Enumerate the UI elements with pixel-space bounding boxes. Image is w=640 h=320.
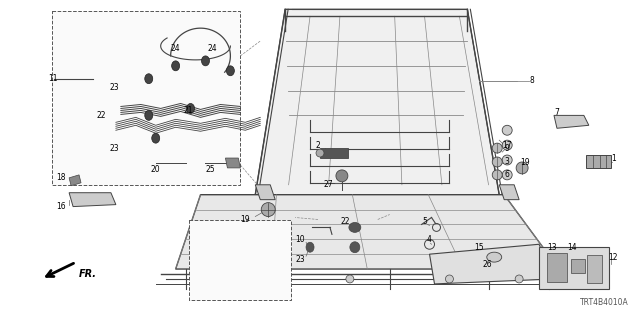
- Polygon shape: [175, 195, 559, 269]
- Text: 9: 9: [505, 144, 509, 153]
- Text: 5: 5: [422, 217, 427, 226]
- Text: 25: 25: [205, 165, 215, 174]
- Text: 10: 10: [295, 235, 305, 244]
- Text: 12: 12: [608, 253, 618, 262]
- Bar: [539, 247, 609, 289]
- Circle shape: [445, 275, 453, 283]
- Circle shape: [502, 155, 512, 165]
- Circle shape: [196, 275, 205, 283]
- Ellipse shape: [152, 133, 160, 143]
- Circle shape: [492, 143, 502, 153]
- Text: 6: 6: [505, 170, 509, 180]
- Text: 17: 17: [502, 140, 512, 150]
- Text: 19: 19: [241, 215, 250, 224]
- Text: 14: 14: [567, 243, 577, 252]
- Bar: [320, 148, 348, 158]
- Text: TRT4B4010A: TRT4B4010A: [580, 298, 628, 307]
- Text: 20: 20: [151, 165, 161, 174]
- Text: 23: 23: [295, 255, 305, 264]
- Bar: [571, 259, 585, 273]
- Circle shape: [261, 203, 275, 217]
- Text: 23: 23: [109, 83, 118, 92]
- Text: FR.: FR.: [79, 269, 97, 279]
- Circle shape: [515, 275, 523, 283]
- Text: 21: 21: [184, 106, 193, 115]
- Ellipse shape: [350, 242, 360, 253]
- Polygon shape: [429, 244, 554, 284]
- Bar: [587, 255, 602, 283]
- Ellipse shape: [172, 61, 180, 71]
- Circle shape: [492, 157, 502, 167]
- Polygon shape: [69, 193, 116, 207]
- Text: 8: 8: [530, 76, 534, 85]
- Circle shape: [246, 275, 254, 283]
- Ellipse shape: [145, 110, 153, 120]
- Text: 11: 11: [49, 74, 58, 83]
- Text: 16: 16: [56, 202, 66, 211]
- Text: 19: 19: [520, 158, 530, 167]
- Polygon shape: [255, 185, 275, 200]
- Bar: [189, 220, 291, 300]
- Text: 13: 13: [547, 243, 557, 252]
- Bar: [547, 253, 567, 282]
- Text: 7: 7: [554, 108, 559, 117]
- Text: 22: 22: [96, 111, 106, 120]
- Ellipse shape: [202, 56, 209, 66]
- Ellipse shape: [187, 103, 195, 113]
- Text: 3: 3: [505, 157, 509, 166]
- Text: 26: 26: [483, 260, 492, 268]
- Polygon shape: [255, 9, 499, 195]
- Text: 27: 27: [323, 180, 333, 189]
- Polygon shape: [499, 185, 519, 200]
- Text: 24: 24: [171, 44, 180, 53]
- Ellipse shape: [145, 74, 153, 84]
- Text: 22: 22: [340, 217, 349, 226]
- Text: 4: 4: [427, 235, 432, 244]
- Text: 15: 15: [474, 243, 484, 252]
- Text: 1: 1: [611, 154, 616, 163]
- Circle shape: [502, 140, 512, 150]
- Ellipse shape: [487, 252, 502, 262]
- Circle shape: [516, 162, 528, 174]
- Circle shape: [492, 170, 502, 180]
- Text: 2: 2: [316, 140, 321, 150]
- Circle shape: [502, 125, 512, 135]
- Polygon shape: [554, 116, 589, 128]
- Circle shape: [316, 149, 324, 157]
- Text: 24: 24: [207, 44, 218, 53]
- Ellipse shape: [306, 242, 314, 252]
- Polygon shape: [586, 155, 611, 168]
- Circle shape: [336, 170, 348, 182]
- Ellipse shape: [349, 222, 361, 232]
- Text: 23: 23: [109, 144, 118, 153]
- Polygon shape: [69, 175, 81, 186]
- Bar: [52, 11, 241, 185]
- Polygon shape: [225, 158, 241, 168]
- Text: 18: 18: [56, 173, 66, 182]
- Ellipse shape: [227, 66, 234, 76]
- Circle shape: [346, 275, 354, 283]
- Circle shape: [502, 170, 512, 180]
